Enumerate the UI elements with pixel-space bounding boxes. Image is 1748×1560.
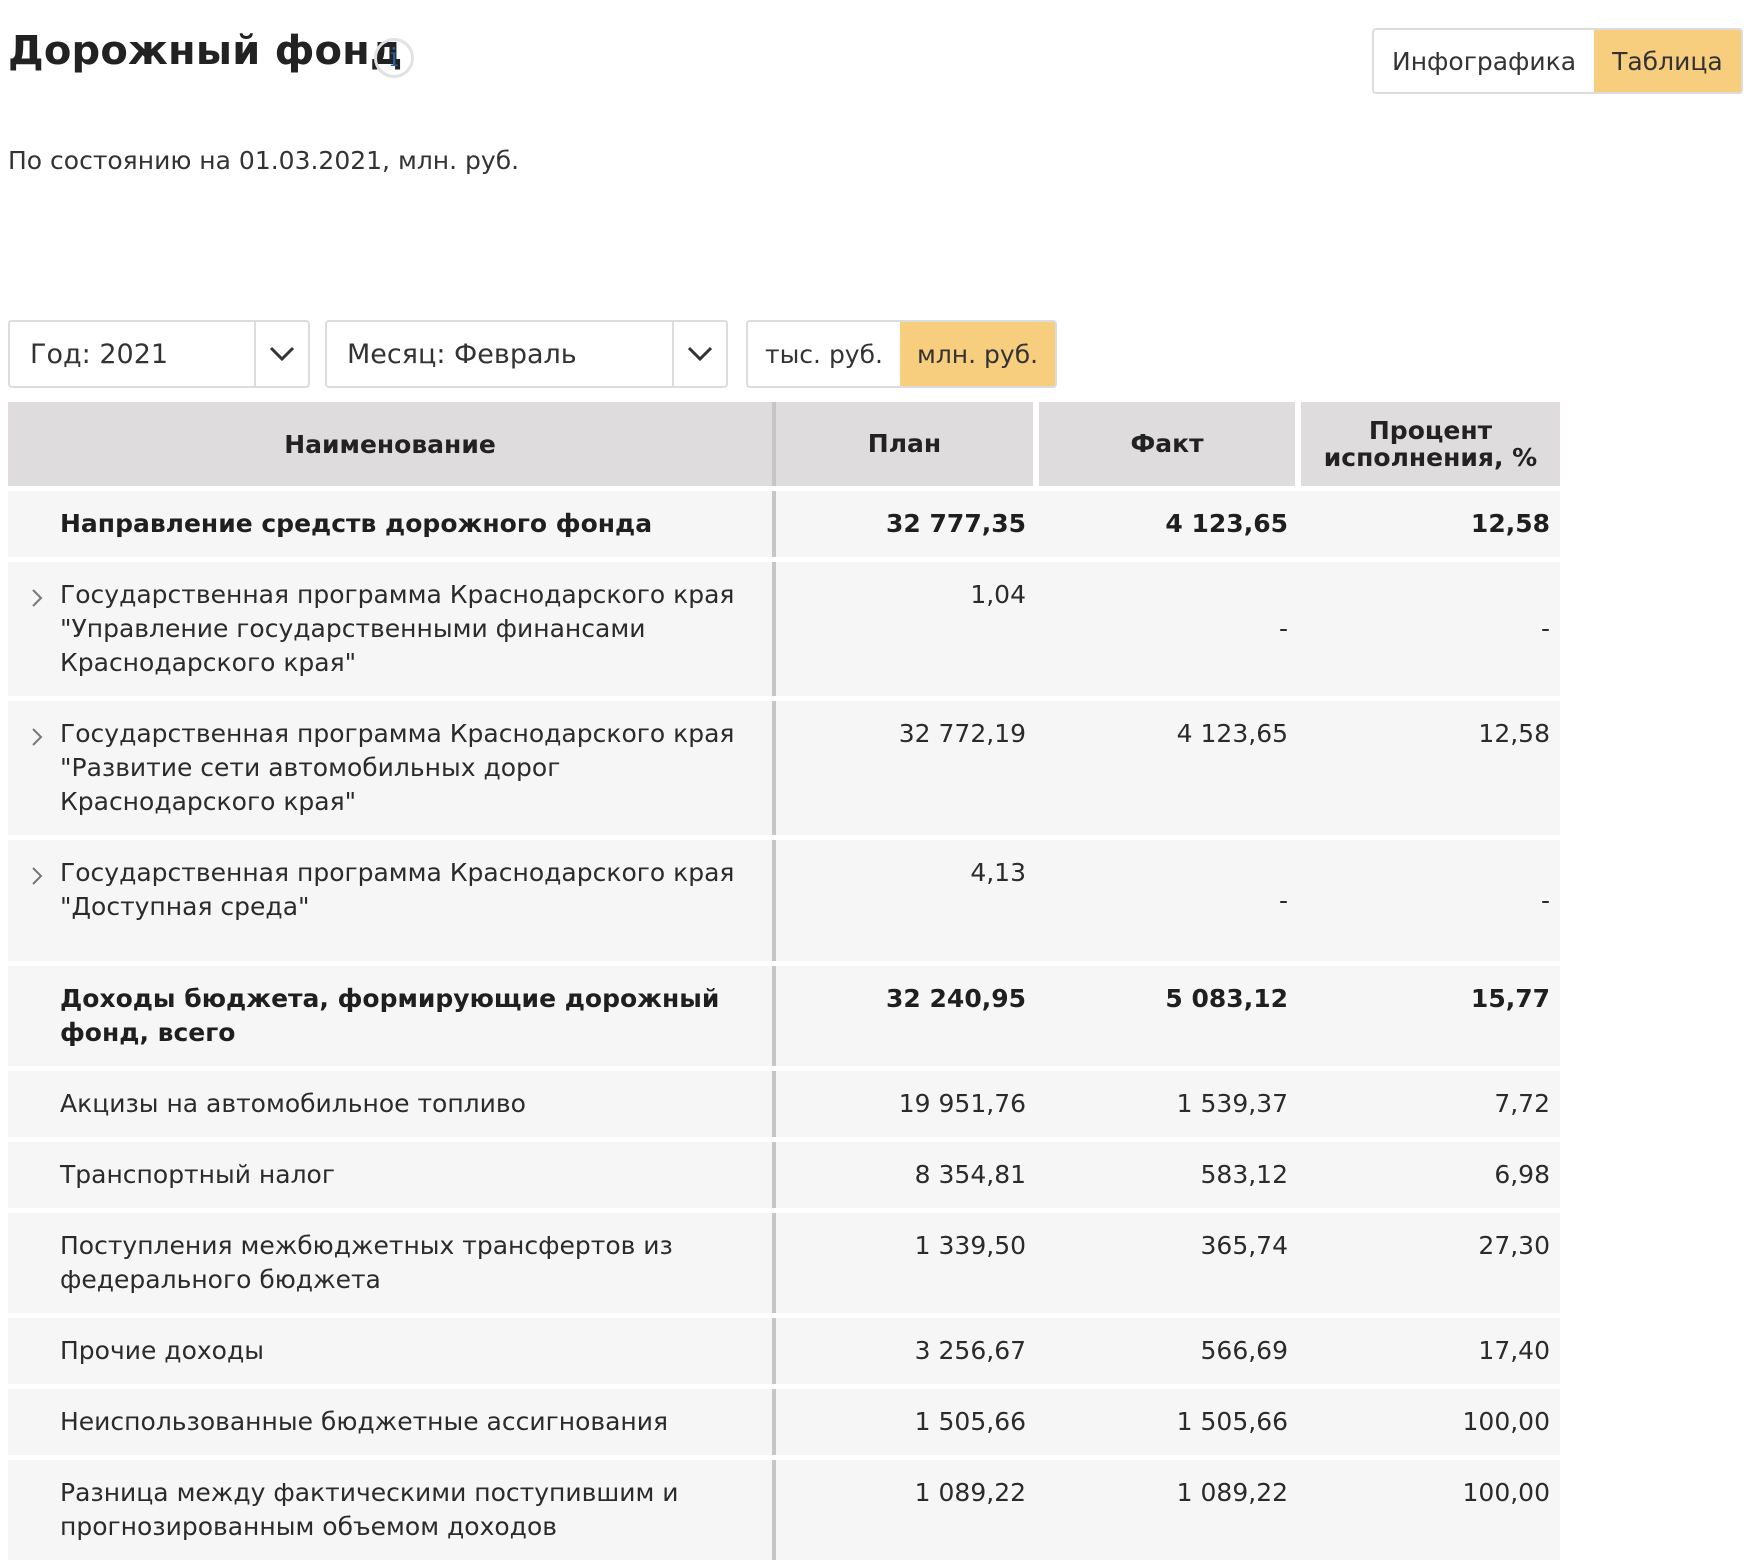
- row-percent: 7,72: [1298, 1069, 1560, 1140]
- table-row[interactable]: Государственная программа Краснодарского…: [8, 560, 1560, 699]
- row-name: Государственная программа Краснодарского…: [60, 719, 734, 816]
- row-percent: 12,58: [1298, 489, 1560, 560]
- table-row: Доходы бюджета, формирующие дорожный фон…: [8, 964, 1560, 1069]
- row-percent: 100,00: [1298, 1458, 1560, 1560]
- row-plan: 8 354,81: [774, 1140, 1036, 1211]
- column-header-percent: Процент исполнения, %: [1298, 402, 1560, 489]
- year-select[interactable]: Год: 2021: [8, 320, 310, 388]
- row-percent: 6,98: [1298, 1140, 1560, 1211]
- infographic-tab[interactable]: Инфографика: [1374, 30, 1594, 92]
- row-name: Государственная программа Краснодарского…: [60, 858, 734, 921]
- chevron-right-icon[interactable]: [26, 862, 48, 884]
- table-row[interactable]: Государственная программа Краснодарского…: [8, 699, 1560, 838]
- row-percent: 27,30: [1298, 1211, 1560, 1316]
- row-percent: 12,58: [1298, 699, 1560, 838]
- year-select-label: Год: 2021: [10, 339, 254, 370]
- chevron-right-icon[interactable]: [26, 584, 48, 606]
- row-name: Акцизы на автомобильное топливо: [8, 1069, 774, 1140]
- row-fact: 1 505,66: [1036, 1387, 1298, 1458]
- row-name: Поступления межбюджетных трансфертов из …: [8, 1211, 774, 1316]
- table-row: Прочие доходы 3 256,67 566,69 17,40: [8, 1316, 1560, 1387]
- table-row: Акцизы на автомобильное топливо 19 951,7…: [8, 1069, 1560, 1140]
- chevron-right-icon[interactable]: [26, 723, 48, 745]
- row-plan: 1 339,50: [774, 1211, 1036, 1316]
- row-fact: 5 083,12: [1036, 964, 1298, 1069]
- row-plan: 32 777,35: [774, 489, 1036, 560]
- chevron-down-icon: [254, 322, 308, 386]
- table-tab[interactable]: Таблица: [1594, 30, 1741, 92]
- row-name-cell: Государственная программа Краснодарского…: [8, 699, 774, 838]
- table-row: Разница между фактическими поступившим и…: [8, 1458, 1560, 1560]
- unit-million-button[interactable]: млн. руб.: [900, 322, 1055, 386]
- column-header-name: Наименование: [8, 402, 774, 489]
- row-plan: 3 256,67: [774, 1316, 1036, 1387]
- row-fact: -: [1036, 838, 1298, 964]
- row-percent: 17,40: [1298, 1316, 1560, 1387]
- row-plan: 4,13: [774, 838, 1036, 964]
- unit-thousand-button[interactable]: тыс. руб.: [748, 322, 900, 386]
- row-name: Направление средств дорожного фонда: [8, 489, 774, 560]
- row-plan: 32 240,95: [774, 964, 1036, 1069]
- row-fact: 1 539,37: [1036, 1069, 1298, 1140]
- row-percent: -: [1298, 560, 1560, 699]
- row-name: Государственная программа Краснодарского…: [60, 580, 734, 677]
- row-fact: -: [1036, 560, 1298, 699]
- row-fact: 583,12: [1036, 1140, 1298, 1211]
- report-date-subtitle: По состоянию на 01.03.2021, млн. руб.: [8, 146, 519, 175]
- row-plan: 1 505,66: [774, 1387, 1036, 1458]
- row-name: Прочие доходы: [8, 1316, 774, 1387]
- table-row: Поступления межбюджетных трансфертов из …: [8, 1211, 1560, 1316]
- table-row[interactable]: Государственная программа Краснодарского…: [8, 838, 1560, 964]
- view-toggle: Инфографика Таблица: [1372, 28, 1743, 94]
- row-plan: 19 951,76: [774, 1069, 1036, 1140]
- page-title: Дорожный фонд: [8, 28, 403, 74]
- unit-toggle: тыс. руб. млн. руб.: [746, 320, 1057, 388]
- column-header-plan: План: [774, 402, 1036, 489]
- row-percent: -: [1298, 838, 1560, 964]
- row-name: Неиспользованные бюджетные ассигнования: [8, 1387, 774, 1458]
- road-fund-table: Наименование План Факт Процент исполнени…: [8, 402, 1560, 1560]
- column-header-fact: Факт: [1036, 402, 1298, 489]
- row-plan: 32 772,19: [774, 699, 1036, 838]
- chevron-down-icon: [672, 322, 726, 386]
- row-name: Разница между фактическими поступившим и…: [8, 1458, 774, 1560]
- row-fact: 4 123,65: [1036, 489, 1298, 560]
- row-name: Транспортный налог: [8, 1140, 774, 1211]
- row-name-cell: Государственная программа Краснодарского…: [8, 560, 774, 699]
- row-fact: 1 089,22: [1036, 1458, 1298, 1560]
- month-select-label: Месяц: Февраль: [327, 339, 672, 370]
- row-plan: 1 089,22: [774, 1458, 1036, 1560]
- table-row: Направление средств дорожного фонда 32 7…: [8, 489, 1560, 560]
- info-icon[interactable]: i: [374, 38, 414, 78]
- row-fact: 566,69: [1036, 1316, 1298, 1387]
- row-plan: 1,04: [774, 560, 1036, 699]
- row-name-cell: Государственная программа Краснодарского…: [8, 838, 774, 964]
- table-row: Неиспользованные бюджетные ассигнования …: [8, 1387, 1560, 1458]
- table-row: Транспортный налог 8 354,81 583,12 6,98: [8, 1140, 1560, 1211]
- row-fact: 4 123,65: [1036, 699, 1298, 838]
- row-name: Доходы бюджета, формирующие дорожный фон…: [8, 964, 774, 1069]
- row-fact: 365,74: [1036, 1211, 1298, 1316]
- row-percent: 15,77: [1298, 964, 1560, 1069]
- table-header-row: Наименование План Факт Процент исполнени…: [8, 402, 1560, 489]
- month-select[interactable]: Месяц: Февраль: [325, 320, 728, 388]
- row-percent: 100,00: [1298, 1387, 1560, 1458]
